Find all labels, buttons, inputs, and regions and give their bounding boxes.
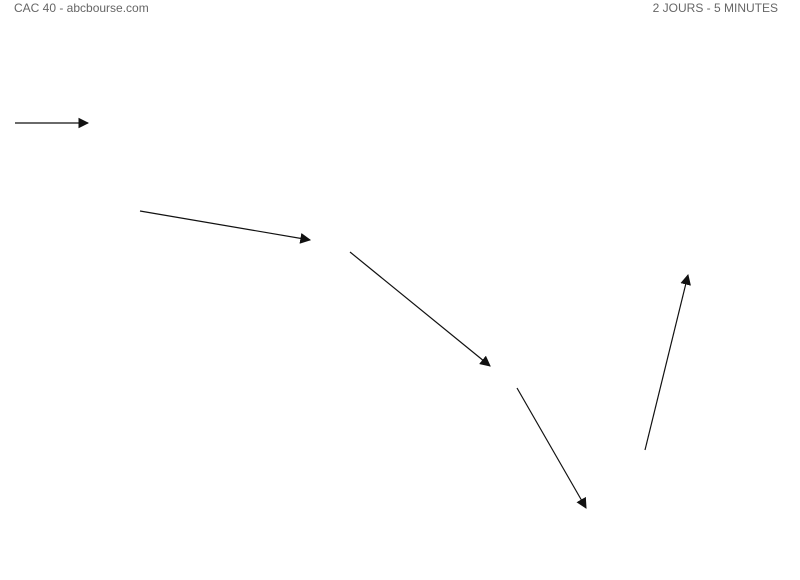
arrow bbox=[644, 273, 691, 451]
arrow bbox=[139, 210, 312, 244]
drawn-arrows bbox=[15, 117, 691, 509]
arrow bbox=[516, 387, 587, 509]
chart-subtitle: 2 JOURS - 5 MINUTES bbox=[653, 1, 778, 15]
arrow bbox=[349, 251, 491, 367]
chart-title: CAC 40 - abcbourse.com bbox=[14, 1, 149, 15]
